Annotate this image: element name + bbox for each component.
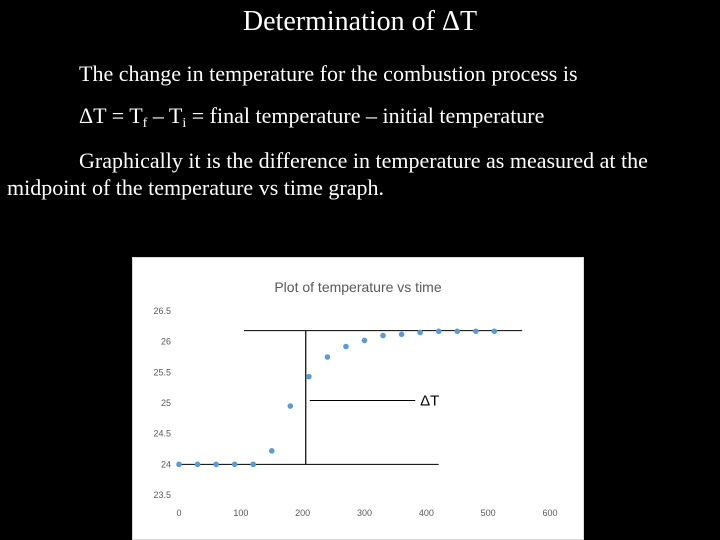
data-point bbox=[473, 328, 479, 335]
equation-part-a: ΔT = T bbox=[79, 103, 143, 128]
data-point bbox=[454, 328, 461, 335]
x-tick-label: 100 bbox=[233, 508, 248, 518]
x-tick-label: 400 bbox=[419, 508, 434, 518]
data-point bbox=[213, 461, 219, 468]
data-point bbox=[491, 328, 498, 335]
x-tick-label: 0 bbox=[176, 508, 181, 518]
y-tick-label: 25.5 bbox=[153, 367, 171, 377]
delta-t-equation: ΔT = Tf – Ti = final temperature – initi… bbox=[79, 103, 544, 132]
x-tick-label: 600 bbox=[542, 508, 557, 518]
text-line-1: The change in temperature for the combus… bbox=[79, 61, 578, 86]
data-point bbox=[361, 337, 368, 344]
chart-frame bbox=[132, 257, 584, 540]
data-point bbox=[343, 343, 349, 350]
y-tick-label: 23.5 bbox=[153, 490, 171, 500]
data-point bbox=[287, 403, 294, 409]
data-point bbox=[380, 332, 386, 339]
data-point bbox=[324, 354, 331, 360]
data-point bbox=[250, 461, 256, 468]
scatter-chart: Plot of temperature vs time 23.5 24 24.5 25… bbox=[132, 257, 584, 540]
x-tick-label: 200 bbox=[295, 508, 310, 518]
data-point bbox=[417, 329, 423, 336]
x-tick-label: 300 bbox=[357, 508, 372, 518]
data-point bbox=[306, 373, 312, 380]
subscript-f: f bbox=[142, 116, 148, 131]
data-point bbox=[398, 331, 405, 338]
data-point bbox=[435, 328, 442, 335]
slide-title: Determination of ΔT bbox=[242, 6, 478, 37]
equation-part-c: = final temperature – initial temperatur… bbox=[186, 103, 545, 128]
text-line-4: midpoint of the temperature vs time grap… bbox=[7, 175, 384, 200]
chart-figure: Plot of temperature vs time 23.5 24 24.5 25… bbox=[132, 257, 584, 540]
y-tick-label: 26.5 bbox=[153, 306, 171, 316]
text-line-3: Graphically it is the difference in temp… bbox=[79, 148, 648, 173]
data-point bbox=[231, 461, 238, 468]
subscript-i: i bbox=[182, 116, 187, 131]
data-point bbox=[194, 461, 201, 468]
y-tick-label: 24.5 bbox=[153, 429, 171, 439]
x-tick-label: 500 bbox=[481, 508, 496, 518]
y-tick-label: 25 bbox=[161, 398, 171, 408]
chart-title: Plot of temperature vs time bbox=[274, 279, 442, 295]
y-tick-label: 26 bbox=[161, 337, 171, 347]
data-point bbox=[176, 461, 182, 468]
y-tick-label: 24 bbox=[161, 459, 171, 469]
equation-part-b: – T bbox=[147, 103, 183, 128]
delta-t-label: ΔT bbox=[420, 392, 439, 409]
data-point bbox=[268, 448, 275, 454]
